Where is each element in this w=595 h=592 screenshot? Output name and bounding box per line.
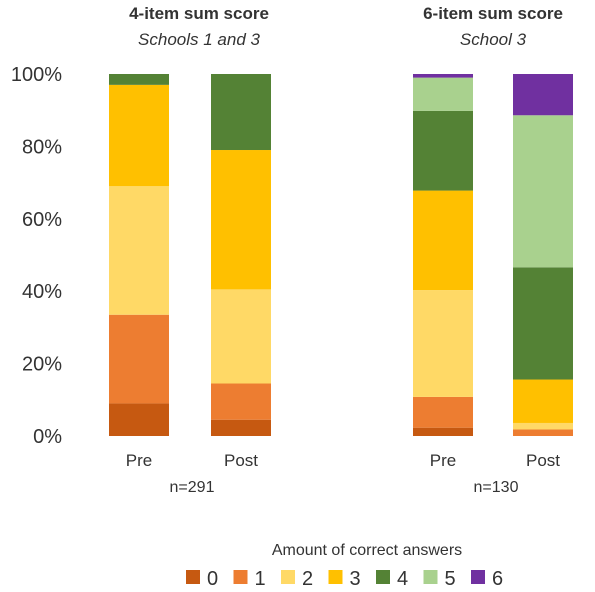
group-title: 6-item sum score [423, 4, 563, 23]
group-title: 4-item sum score [129, 4, 269, 23]
x-tick-label: Post [526, 451, 560, 470]
x-tick-label: Post [224, 451, 258, 470]
bar-segment-n=291-Pre-2 [109, 186, 169, 315]
y-tick-label: 80% [22, 136, 62, 158]
legend-label-3: 3 [350, 568, 361, 590]
bar-segment-n=291-Pre-4 [109, 74, 169, 85]
legend-swatch-5 [423, 570, 438, 584]
bar-segment-n=130-Post-1 [513, 429, 573, 436]
bar-segment-n=130-Pre-2 [413, 290, 473, 397]
bar-segment-n=291-Post-0 [211, 419, 271, 436]
y-tick-label: 100% [11, 64, 62, 86]
bar-segment-n=130-Post-2 [513, 422, 573, 430]
group-labels: Pre Post 4-item sum score Schools 1 and 3 n=… [126, 4, 563, 496]
bar-segment-n=130-Pre-0 [413, 427, 473, 436]
y-axis: 0% 20% 40% 60% 80% 100% [11, 64, 62, 448]
legend-label-0: 0 [207, 568, 218, 590]
bar-segment-n=291-Pre-1 [109, 314, 169, 404]
y-tick-label: 0% [33, 426, 62, 448]
bar-segment-n=130-Post-3 [513, 379, 573, 423]
x-tick-label: Pre [126, 451, 152, 470]
bar-segment-n=291-Post-2 [211, 289, 271, 384]
legend-label-1: 1 [255, 568, 266, 590]
y-tick-label: 60% [22, 209, 62, 231]
bar-segment-n=130-Post-6 [513, 74, 573, 116]
bar-segment-n=291-Post-3 [211, 150, 271, 290]
legend-swatch-6 [471, 570, 485, 584]
n-label: n=291 [170, 479, 215, 496]
legend-label-2: 2 [302, 568, 313, 590]
legend-swatch-3 [328, 570, 343, 584]
legend-swatch-1 [233, 570, 248, 584]
legend-label-4: 4 [397, 568, 408, 590]
bar-segment-n=291-Pre-0 [109, 403, 169, 436]
legend-label-5: 5 [445, 568, 456, 590]
legend-swatch-4 [376, 570, 390, 584]
legend-swatch-0 [186, 570, 200, 584]
group-subtitle: School 3 [460, 30, 527, 49]
legend-title: Amount of correct answers [272, 542, 462, 559]
bars [109, 74, 573, 436]
bar-segment-n=291-Post-1 [211, 383, 271, 420]
bar-segment-n=130-Post-5 [513, 115, 573, 268]
bar-segment-n=130-Pre-1 [413, 396, 473, 428]
bar-segment-n=130-Pre-3 [413, 190, 473, 291]
bar-segment-n=130-Pre-5 [413, 77, 473, 111]
y-tick-label: 40% [22, 281, 62, 303]
x-tick-label: Pre [430, 451, 456, 470]
legend-label-6: 6 [492, 568, 503, 590]
legend: 0 1 2 3 4 5 6 [186, 568, 503, 590]
bar-segment-n=130-Pre-4 [413, 110, 473, 191]
n-label: n=130 [474, 479, 519, 496]
bar-segment-n=130-Post-4 [513, 267, 573, 380]
bar-segment-n=291-Pre-3 [109, 84, 169, 187]
bar-segment-n=291-Post-4 [211, 74, 271, 151]
y-tick-label: 20% [22, 354, 62, 376]
bar-segment-n=130-Pre-6 [413, 74, 473, 78]
legend-swatch-2 [281, 570, 295, 584]
group-subtitle: Schools 1 and 3 [138, 30, 260, 49]
